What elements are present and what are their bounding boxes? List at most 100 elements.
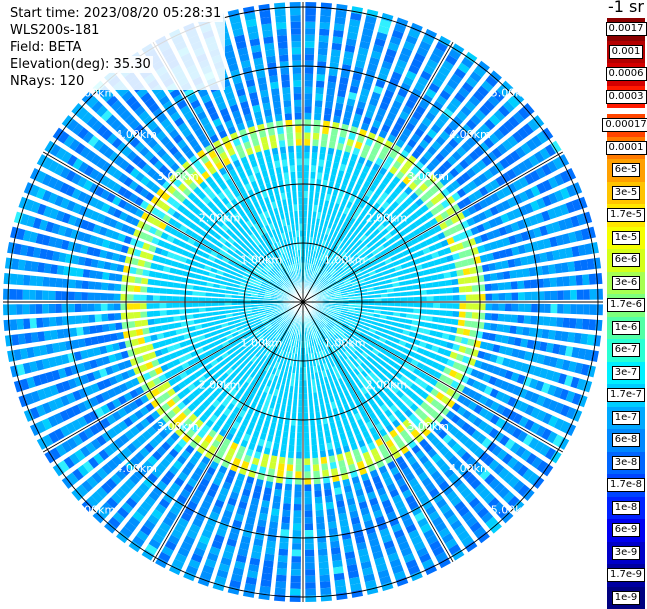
ppi-bin <box>334 217 339 224</box>
ppi-bin <box>265 441 272 449</box>
ppi-bin <box>229 275 236 280</box>
ppi-bin <box>316 510 324 517</box>
ppi-bin <box>370 325 377 330</box>
ppi-bin <box>285 484 292 491</box>
ppi-bin <box>269 521 278 529</box>
ppi-bin <box>289 211 293 218</box>
ppi-bin <box>404 325 411 330</box>
ppi-bin <box>88 292 95 300</box>
ppi-bin <box>305 563 315 570</box>
ppi-bin <box>321 411 326 418</box>
ppi-bin <box>116 332 124 340</box>
ppi-bin <box>595 320 602 331</box>
ppi-bin <box>108 313 115 320</box>
ppi-bin <box>81 292 88 300</box>
ppi-bin <box>281 153 287 160</box>
ppi-bin <box>318 166 324 173</box>
ppi-bin <box>218 298 225 301</box>
ppi-bin <box>314 490 321 497</box>
ppi-bin <box>160 281 167 287</box>
ppi-bin <box>266 56 276 64</box>
ppi-bin <box>296 139 302 146</box>
ppi-bin <box>96 325 103 333</box>
ppi-bin <box>295 484 302 491</box>
ppi-bin <box>289 386 293 393</box>
ppi-bin <box>319 153 325 160</box>
ppi-bin <box>287 192 292 199</box>
ppi-bin <box>171 337 179 344</box>
ppi-bin <box>276 22 287 29</box>
ppi-bin <box>16 289 23 299</box>
ppi-bin <box>258 592 270 600</box>
ppi-bin <box>392 317 399 322</box>
ppi-bin <box>94 293 101 301</box>
ppi-bin <box>24 260 32 271</box>
ppi-bin <box>281 74 290 81</box>
ppi-bin <box>331 468 338 476</box>
ppi-bin <box>264 149 271 157</box>
ppi-bin <box>331 128 338 136</box>
ppi-bin <box>304 126 310 133</box>
ppi-bin <box>275 194 280 201</box>
ppi-bin <box>472 303 479 309</box>
ppi-bin <box>269 462 276 470</box>
ppi-bin <box>331 428 337 435</box>
ppi-bin <box>83 269 91 278</box>
ppi-bin <box>149 327 156 334</box>
ppi-bin <box>272 95 280 102</box>
ppi-bin <box>327 443 333 450</box>
ppi-bin <box>375 303 382 306</box>
ppi-bin <box>101 293 108 300</box>
ppi-bin <box>192 308 199 312</box>
ppi-bin <box>484 323 491 331</box>
ppi-bin <box>320 588 331 595</box>
ppi-bin <box>261 573 272 581</box>
ppi-bin <box>312 152 318 159</box>
ppi-bin <box>37 331 45 341</box>
ppi-bin <box>307 360 310 367</box>
ppi-bin <box>142 328 149 335</box>
ppi-bin <box>82 315 89 323</box>
ppi-bin <box>490 323 497 331</box>
ppi-bin <box>293 524 301 531</box>
ppi-bin <box>469 330 477 337</box>
ppi-bin <box>280 186 285 193</box>
ppi-bin <box>275 114 283 121</box>
ppi-bin <box>413 314 420 319</box>
ppi-bin <box>310 172 315 179</box>
ppi-bin <box>312 146 318 153</box>
ppi-bin <box>290 595 301 602</box>
ppi-bin <box>314 399 318 406</box>
ppi-bin <box>314 113 321 120</box>
ppi-bin <box>134 286 141 293</box>
ppi-bin <box>295 380 298 387</box>
ppi-bin <box>452 311 459 317</box>
ppi-bin <box>304 367 307 374</box>
ppi-bin <box>433 310 440 315</box>
ppi-bin <box>336 4 348 12</box>
ppi-bin <box>305 74 313 81</box>
ppi-bin <box>269 135 276 143</box>
ppi-bin <box>147 279 154 285</box>
ppi-bin <box>153 311 160 317</box>
ppi-bin <box>75 280 82 289</box>
ppi-bin <box>316 516 324 523</box>
ppi-bin <box>315 192 320 199</box>
ppi-bin <box>432 317 439 323</box>
ppi-bin <box>320 9 331 16</box>
ppi-bin <box>166 303 173 308</box>
ppi-bin <box>577 304 584 314</box>
ppi-bin <box>318 555 328 562</box>
ppi-bin <box>491 313 498 320</box>
ppi-bin <box>318 437 324 444</box>
ppi-bin <box>212 288 219 292</box>
ppi-bin <box>207 317 214 322</box>
ppi-bin <box>413 309 420 314</box>
ppi-bin <box>23 304 30 314</box>
ppi-bin <box>327 154 333 161</box>
ppi-bin <box>387 307 394 311</box>
ppi-bin <box>268 528 277 536</box>
ppi-bin <box>277 173 283 180</box>
ppi-bin <box>320 16 331 23</box>
ppi-bin <box>225 306 232 309</box>
